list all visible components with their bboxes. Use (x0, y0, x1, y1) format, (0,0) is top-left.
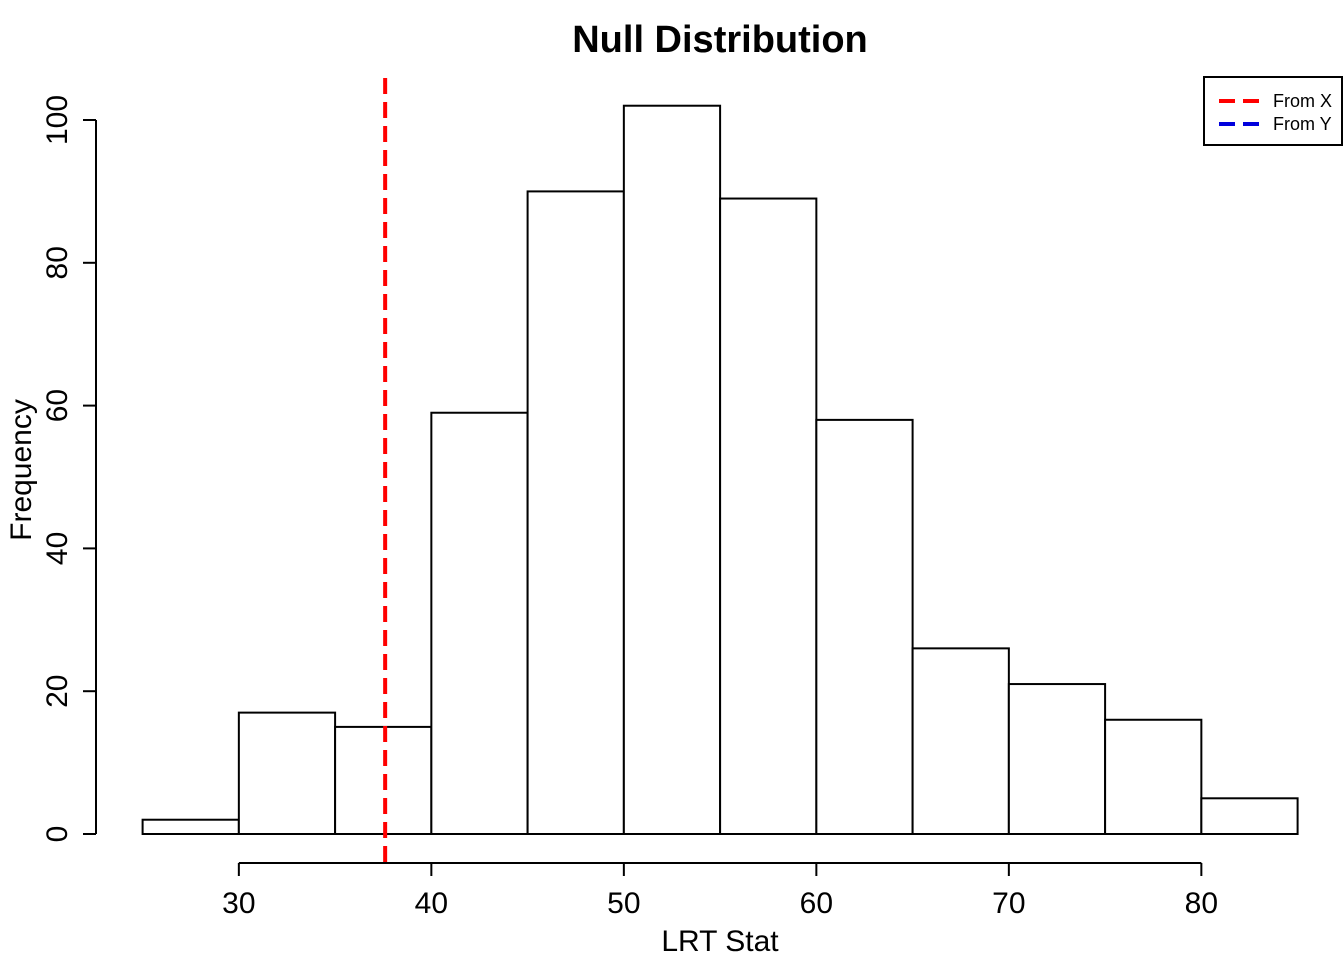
x-tick-label: 40 (415, 887, 448, 920)
x-tick-label: 60 (800, 887, 833, 920)
chart-title: Null Distribution (572, 19, 868, 61)
x-axis: 30 40 50 60 70 80 (222, 862, 1218, 920)
y-tick-label: 0 (41, 826, 74, 843)
y-tick-label: 20 (41, 675, 74, 708)
y-axis-label: Frequency (5, 399, 38, 541)
y-tick-label: 60 (41, 389, 74, 422)
histogram-bar (1104, 718, 1203, 836)
legend-box (1203, 76, 1343, 146)
y-tick-label: 100 (41, 95, 74, 145)
bars-group (141, 104, 1299, 836)
y-tick-label: 40 (41, 532, 74, 565)
legend: From X From Y (1203, 76, 1343, 146)
x-tick-label: 30 (222, 887, 255, 920)
legend-label: From Y (1273, 114, 1332, 134)
legend-label: From X (1273, 91, 1332, 111)
x-tick-label: 80 (1185, 887, 1218, 920)
histogram-bar (815, 418, 914, 835)
y-axis: 0 20 40 60 80 100 (41, 95, 97, 843)
histogram-bar (141, 818, 240, 835)
histogram-bar (911, 647, 1010, 835)
x-axis-label: LRT Stat (661, 925, 779, 958)
x-tick-label: 70 (992, 887, 1025, 920)
histogram-bar (719, 197, 818, 836)
histogram-bar (430, 411, 529, 835)
histogram-bar (526, 190, 625, 835)
x-tick-label: 50 (607, 887, 640, 920)
histogram-bar (622, 104, 722, 836)
histogram-bar (1007, 683, 1107, 835)
y-tick-label: 80 (41, 246, 74, 279)
histogram-bar (237, 711, 337, 835)
histogram-bar (1200, 797, 1299, 835)
